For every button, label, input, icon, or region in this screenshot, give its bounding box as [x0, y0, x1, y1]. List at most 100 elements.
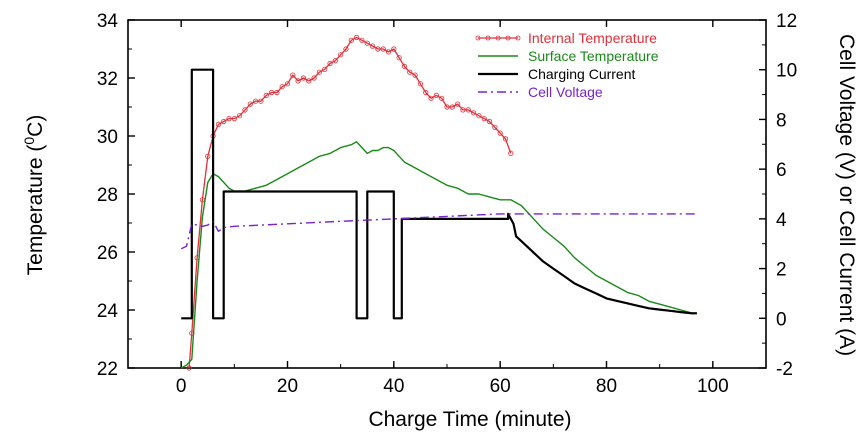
series-point-internal-temperature: [380, 46, 386, 52]
left-tick-label: 24: [97, 301, 119, 322]
series-point-internal-temperature: [407, 69, 413, 75]
series-point-internal-temperature: [502, 136, 509, 142]
series-point-internal-temperature: [369, 43, 376, 49]
series-point-internal-temperature: [290, 72, 296, 78]
right-tick-label: 12: [776, 11, 797, 32]
series-point-internal-temperature: [300, 75, 307, 81]
series-point-internal-temperature: [186, 365, 192, 371]
x-axis: 0 20 40 60 80 100: [127, 20, 767, 397]
series-point-internal-temperature: [449, 104, 455, 110]
series-line-surface-temperature: [180, 141, 697, 369]
right-tick-label: 10: [776, 61, 797, 82]
series-point-internal-temperature: [396, 55, 402, 61]
right-tick-label: 6: [776, 160, 787, 181]
left-tick-label: 34: [97, 11, 119, 32]
series-point-internal-temperature: [253, 98, 259, 104]
series-line-cell-voltage: [180, 213, 697, 250]
series-point-internal-temperature: [508, 150, 514, 156]
legend-marker-internal-temperature: [475, 35, 481, 41]
left-y-axis-title-main: Temperature (: [24, 145, 47, 276]
left-y-axis-title-unit: C): [24, 115, 47, 137]
series-line-internal-temperature: [188, 36, 512, 369]
series-point-internal-temperature: [385, 49, 392, 55]
series-layer: [180, 34, 697, 371]
series-point-internal-temperature: [476, 113, 482, 119]
right-y-axis-title: Cell Voltage (V) or Cell Current (A): [835, 34, 858, 356]
x-tick-label: 100: [697, 376, 729, 397]
series-point-internal-temperature: [481, 116, 487, 122]
left-tick-label: 28: [97, 185, 118, 206]
x-axis-title: Charge Time (minute): [368, 408, 571, 431]
series-point-internal-temperature: [231, 116, 237, 122]
x-tick-label: 60: [490, 376, 511, 397]
x-tick-label: 20: [277, 376, 298, 397]
series-point-internal-temperature: [423, 89, 429, 96]
series-line-charging-current: [181, 68, 697, 320]
series-point-internal-temperature: [354, 34, 360, 41]
series-point-internal-temperature: [215, 121, 221, 128]
series-point-internal-temperature: [465, 107, 471, 113]
left-tick-label: 30: [97, 127, 118, 148]
right-y-axis: -2 0 2 4 6 8 10 12: [759, 11, 797, 380]
series-point-internal-temperature: [428, 95, 434, 101]
series-point-internal-temperature: [486, 118, 493, 125]
left-tick-label: 22: [97, 359, 118, 380]
legend-label-surface-temperature: Surface Temperature: [528, 48, 659, 64]
series-point-internal-temperature: [295, 78, 301, 84]
left-y-axis: 22 24 26 28 30 32 34: [97, 11, 135, 380]
series-point-internal-temperature: [444, 104, 450, 110]
legend-marker-internal-temperature: [505, 35, 511, 41]
right-tick-label: 0: [776, 309, 787, 330]
series-point-internal-temperature: [401, 63, 408, 70]
series-point-internal-temperature: [242, 107, 248, 113]
series-point-internal-temperature: [226, 116, 232, 122]
left-tick-label: 26: [97, 243, 118, 264]
series-point-internal-temperature: [327, 60, 333, 67]
series-point-internal-temperature: [316, 69, 322, 75]
series-point-internal-temperature: [359, 37, 365, 43]
series-point-internal-temperature: [274, 89, 280, 96]
series-point-internal-temperature: [247, 101, 253, 107]
series-point-internal-temperature: [237, 113, 243, 119]
series-point-internal-temperature: [455, 101, 461, 107]
series-point-internal-temperature: [279, 84, 285, 90]
series-point-internal-temperature: [417, 81, 424, 87]
series-point-internal-temperature: [348, 37, 354, 43]
legend-marker-internal-temperature: [495, 35, 501, 41]
series-point-internal-temperature: [497, 130, 503, 136]
left-tick-label: 32: [97, 69, 118, 90]
legend-label-internal-temperature: Internal Temperature: [528, 30, 657, 46]
series-point-internal-temperature: [470, 110, 477, 116]
series-point-internal-temperature: [343, 46, 349, 52]
legend-label-charging-current: Charging Current: [528, 66, 635, 82]
right-tick-label: 2: [776, 260, 787, 281]
right-tick-label: 4: [776, 210, 787, 231]
series-point-internal-temperature: [284, 81, 291, 87]
series-point-internal-temperature: [391, 46, 397, 52]
series-point-internal-temperature: [205, 153, 211, 159]
legend-marker-internal-temperature: [515, 35, 521, 41]
series-point-internal-temperature: [258, 98, 264, 104]
series-point-internal-temperature: [306, 78, 312, 84]
right-tick-label: 8: [776, 110, 787, 131]
series-point-internal-temperature: [364, 40, 370, 46]
series-point-internal-temperature: [322, 66, 328, 72]
series-point-internal-temperature: [221, 118, 227, 125]
series-point-internal-temperature: [263, 92, 269, 99]
x-tick-label: 40: [383, 376, 404, 397]
left-y-axis-title: Temperature (0C): [21, 115, 47, 276]
series-point-internal-temperature: [375, 46, 381, 52]
series-point-internal-temperature: [433, 92, 439, 99]
x-tick-label: 0: [176, 376, 187, 397]
right-tick-label: -2: [776, 359, 793, 380]
series-point-internal-temperature: [268, 89, 275, 96]
legend-marker-internal-temperature: [485, 35, 491, 41]
series-point-internal-temperature: [439, 95, 445, 101]
series-point-internal-temperature: [338, 52, 344, 58]
x-tick-label: 80: [596, 376, 617, 397]
left-y-axis-title-sup: 0: [21, 137, 37, 145]
series-point-internal-temperature: [460, 107, 466, 113]
series-point-internal-temperature: [412, 72, 418, 78]
legend: Internal Temperature Surface Temperature C…: [475, 30, 659, 100]
